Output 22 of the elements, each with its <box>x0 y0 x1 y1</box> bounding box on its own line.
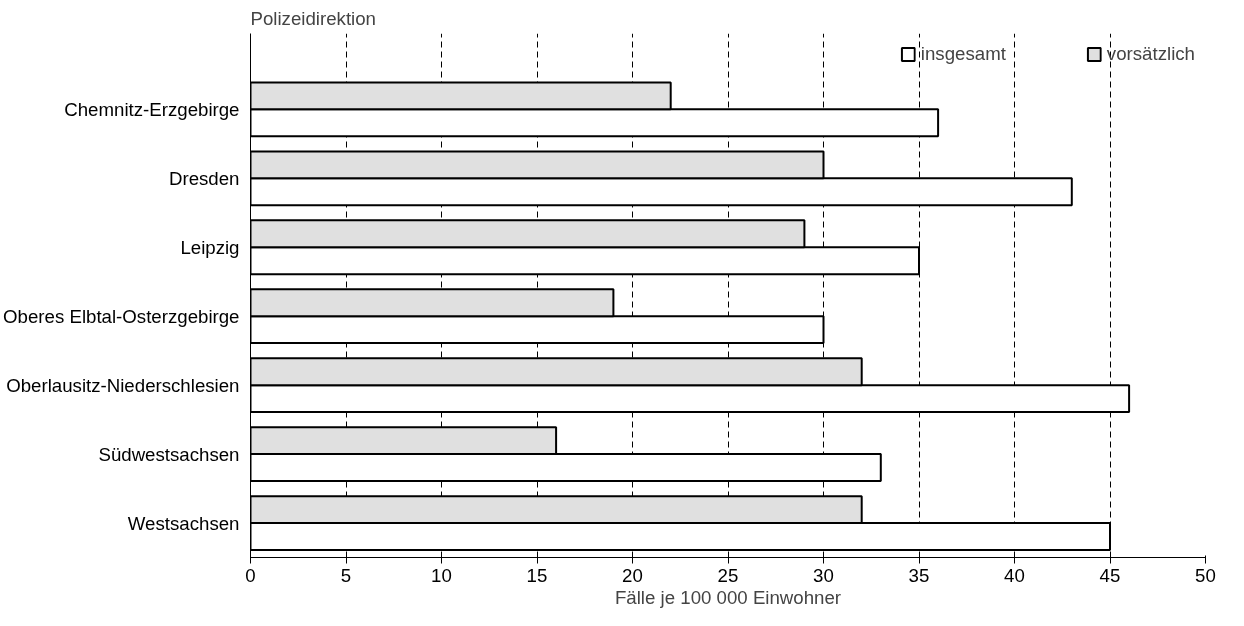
y-tick-label: Chemnitz-Erzgebirge <box>64 98 240 120</box>
y-tick-label: Leipzig <box>180 236 240 258</box>
x-tick-label: 40 <box>1004 564 1025 586</box>
x-tick-label: 25 <box>717 564 739 586</box>
x-tick-label: 50 <box>1195 564 1216 586</box>
x-tick-label: 35 <box>908 564 930 586</box>
legend-label: insgesamt <box>920 43 1006 65</box>
x-tick-label: 20 <box>622 564 643 586</box>
y-tick-label: Oberlausitz-Niederschlesien <box>6 374 240 396</box>
y-tick-label: Dresden <box>168 167 240 189</box>
x-tick-label: 10 <box>431 564 452 586</box>
x-axis-title: Fälle je 100 000 Einwohner <box>614 586 842 608</box>
x-tick-label: 45 <box>1099 564 1121 586</box>
legend-label: vorsätzlich <box>1106 43 1195 65</box>
x-tick-label: 30 <box>813 564 834 586</box>
y-tick-label: Oberes Elbtal-Osterzgebirge <box>3 305 240 327</box>
y-axis-title: Polizeidirektion <box>250 7 376 29</box>
x-tick-label: 5 <box>340 564 352 586</box>
y-tick-label: Südwestsachsen <box>98 443 240 465</box>
y-tick-label: Westsachsen <box>127 512 240 534</box>
x-tick-label: 0 <box>245 564 256 586</box>
x-tick-label: 15 <box>526 564 548 586</box>
